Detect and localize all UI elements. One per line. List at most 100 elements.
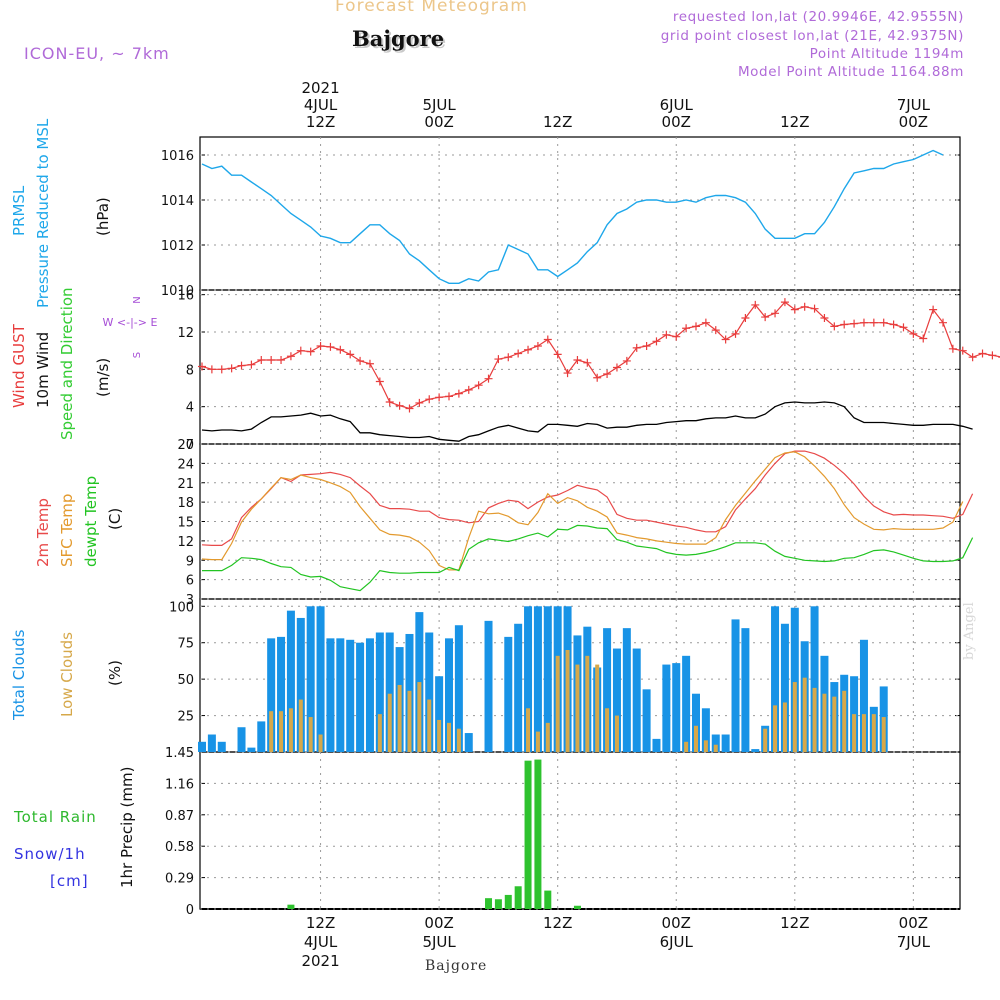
low-cloud-bar bbox=[605, 708, 610, 752]
y-tick-label: 16 bbox=[177, 289, 194, 304]
total-cloud-bar bbox=[277, 636, 286, 752]
point-altitude: Point Altitude 1194m bbox=[809, 46, 964, 62]
gust-point bbox=[286, 352, 295, 361]
precip-bar bbox=[287, 904, 295, 909]
y-tick-label: 6 bbox=[186, 574, 194, 589]
temp-dewpt-line bbox=[202, 524, 974, 592]
gust-point bbox=[859, 318, 868, 327]
low-cloud-bar bbox=[269, 711, 274, 752]
pressure-line bbox=[201, 149, 944, 284]
total-cloud-bar bbox=[780, 623, 789, 752]
pressure-label-a: PRMSL bbox=[10, 185, 28, 236]
gust-point bbox=[830, 322, 839, 331]
total-cloud-bar bbox=[771, 606, 780, 752]
wind-unit: (m/s) bbox=[94, 358, 112, 397]
low-cloud-bar bbox=[812, 687, 817, 752]
total-cloud-bar bbox=[365, 638, 374, 752]
gust-point bbox=[454, 389, 463, 398]
precip-bar bbox=[544, 890, 552, 909]
y-tick-label: 9 bbox=[186, 554, 194, 569]
low-cloud-bar bbox=[318, 734, 323, 752]
low-cloud-bar bbox=[407, 690, 412, 752]
precip-bar bbox=[573, 905, 581, 909]
gust-point bbox=[356, 356, 365, 365]
gust-point bbox=[385, 398, 394, 406]
gust-point bbox=[692, 322, 700, 331]
gust-point bbox=[741, 314, 750, 322]
low-cloud-bar bbox=[852, 714, 857, 752]
precip-unit: 1hr Precip (mm) bbox=[118, 767, 136, 888]
y-tick-label: 1014 bbox=[161, 194, 194, 209]
y-tick-label: 0.87 bbox=[165, 809, 194, 824]
gust-point bbox=[553, 350, 562, 359]
dir-north-label: N bbox=[132, 296, 143, 303]
gust-point bbox=[642, 342, 651, 350]
precip-bar bbox=[524, 760, 532, 909]
y-tick-label: 1012 bbox=[161, 239, 194, 254]
gust-point bbox=[820, 314, 829, 322]
total-cloud-bar bbox=[356, 642, 365, 752]
location-title: Bajgore bbox=[352, 26, 445, 51]
low-cloud-bar bbox=[861, 714, 866, 752]
gust-point bbox=[761, 313, 770, 322]
total-cloud-bar bbox=[207, 734, 216, 752]
low-cloud-bar bbox=[684, 741, 689, 752]
top-year-label: 2021 bbox=[301, 79, 339, 97]
low-cloud-bar bbox=[694, 725, 698, 752]
dir-south-label: S bbox=[132, 352, 143, 358]
total-cloud-bar bbox=[247, 747, 256, 752]
low-cloud-label: Low Clouds bbox=[58, 632, 76, 717]
top-date-label: 4JUL bbox=[304, 96, 338, 114]
gust-point bbox=[968, 353, 977, 362]
y-tick-label: 0.29 bbox=[165, 872, 194, 887]
gust-point bbox=[395, 401, 404, 410]
y-tick-label: 4 bbox=[186, 401, 194, 416]
y-tick-label: 1.45 bbox=[165, 746, 194, 761]
bottom-hour-label: 00Z bbox=[662, 914, 691, 932]
precip-bar bbox=[504, 894, 512, 909]
gust-point bbox=[524, 345, 533, 354]
low-cloud-bar bbox=[288, 708, 293, 752]
temp-2m-label: 2m Temp bbox=[34, 498, 52, 567]
gust-point bbox=[711, 326, 720, 335]
total-cloud-label: Total Clouds bbox=[10, 629, 28, 721]
gust-point bbox=[889, 320, 898, 329]
total-cloud-bar bbox=[533, 606, 542, 752]
gust-point bbox=[948, 344, 957, 353]
gust-point bbox=[207, 365, 216, 374]
gust-point bbox=[494, 355, 503, 364]
dir-we-label: W <-|-> E bbox=[103, 316, 158, 329]
temp-dewpt-label: dewpt Temp bbox=[82, 476, 100, 567]
gust-point bbox=[504, 353, 513, 362]
gust-point bbox=[583, 358, 592, 367]
y-tick-label: 24 bbox=[177, 457, 194, 472]
gust-point bbox=[909, 329, 918, 338]
low-cloud-bar bbox=[614, 715, 619, 752]
y-tick-label: 75 bbox=[177, 637, 194, 652]
gust-point bbox=[425, 395, 434, 404]
gust-point bbox=[751, 300, 760, 309]
total-cloud-bar bbox=[721, 734, 730, 752]
low-cloud-bar bbox=[535, 731, 540, 752]
temp-2m-line bbox=[201, 450, 974, 547]
gust-point bbox=[296, 346, 305, 355]
grid-point-coords: grid point closest lon,lat (21E, 42.9375… bbox=[660, 28, 964, 44]
precip-bar bbox=[534, 759, 542, 909]
low-cloud-bar bbox=[456, 728, 461, 752]
footer-location: Bajgore bbox=[425, 958, 488, 974]
low-cloud-bar bbox=[585, 655, 590, 752]
snow-legend: Snow/1h bbox=[14, 845, 86, 863]
gust-point bbox=[336, 345, 345, 354]
total-cloud-bar bbox=[237, 727, 246, 752]
gust-point bbox=[790, 305, 799, 314]
gust-point bbox=[701, 318, 710, 327]
top-date-label: 5JUL bbox=[422, 96, 456, 114]
top-hour-label: 00Z bbox=[662, 113, 691, 131]
total-cloud-bar bbox=[267, 638, 276, 752]
low-cloud-bar bbox=[713, 744, 718, 752]
total-cloud-bar bbox=[810, 606, 819, 752]
bottom-hour-label: 00Z bbox=[424, 914, 453, 932]
y-tick-label: 1.16 bbox=[165, 777, 194, 792]
low-cloud-bar bbox=[397, 684, 402, 752]
